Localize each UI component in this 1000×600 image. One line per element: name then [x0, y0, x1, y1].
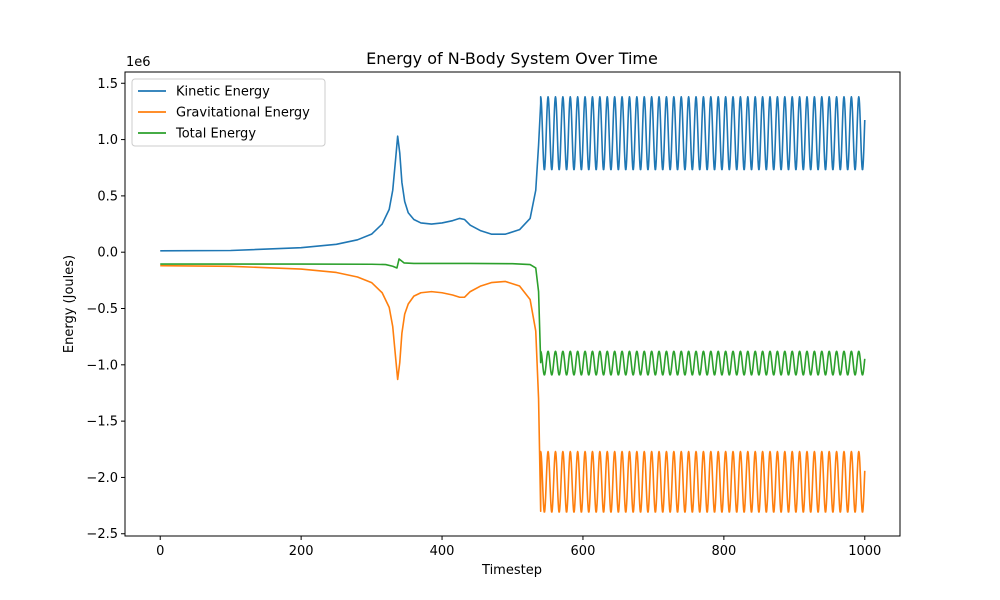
x-tick-label: 1000 — [848, 544, 881, 559]
x-axis-title: Timestep — [481, 563, 542, 578]
y-tick-label: −2.0 — [86, 471, 118, 486]
x-tick-label: 0 — [156, 544, 164, 559]
y-tick-label: −1.5 — [86, 415, 118, 430]
series-line-kinetic-energy — [160, 95, 866, 252]
y-tick-label: −0.5 — [86, 302, 118, 317]
y-offset-label: 1e6 — [126, 55, 151, 70]
y-tick-label: 1.0 — [97, 133, 118, 148]
series-lines — [160, 95, 866, 513]
legend: Kinetic Energy Gravitational Energy Total … — [131, 78, 326, 147]
x-tick-label: 200 — [289, 544, 314, 559]
series-line-total-energy — [160, 258, 866, 376]
y-tick-label: −1.0 — [86, 358, 118, 373]
legend-label-gravitational-energy: Gravitational Energy — [176, 106, 310, 121]
x-tick-label: 800 — [711, 544, 736, 559]
y-tick-label: −2.5 — [86, 527, 118, 542]
plot-area — [124, 71, 901, 537]
x-tick-label: 600 — [571, 544, 596, 559]
legend-label-total-energy: Total Energy — [175, 127, 256, 142]
y-axis-title: Energy (Joules) — [62, 255, 77, 353]
plot-border — [124, 71, 901, 537]
chart-title: Energy of N-Body System Over Time — [366, 49, 658, 68]
y-tick-label: 1.5 — [97, 77, 118, 92]
y-tick-label: 0.5 — [97, 189, 118, 204]
legend-label-kinetic-energy: Kinetic Energy — [176, 85, 270, 100]
x-tick-label: 400 — [430, 544, 455, 559]
x-axis: 0 200 400 600 800 1000 — [156, 536, 881, 559]
y-tick-label: 0.0 — [97, 246, 118, 261]
legend-box — [131, 78, 326, 147]
y-axis: 1.5 1.0 0.5 0.0 −0.5 −1.0 −1.5 −2.0 −2.5 — [86, 77, 125, 542]
series-line-gravitational-energy — [160, 264, 866, 513]
